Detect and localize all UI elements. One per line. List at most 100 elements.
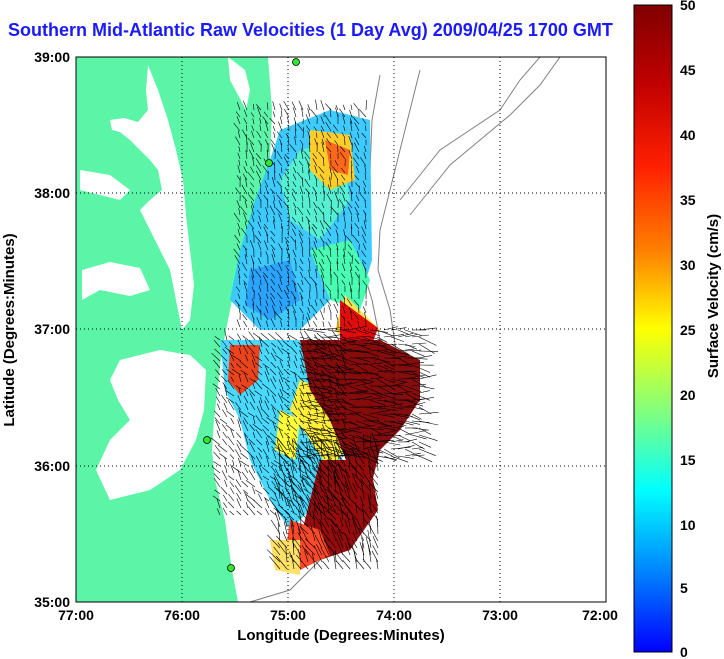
velocity-vector [341,434,355,442]
velocity-vector [343,485,347,495]
velocity-vector [314,174,318,181]
velocity-vector [313,483,323,500]
velocity-vector [339,517,344,528]
velocity-vector [369,343,386,347]
velocity-vector [251,130,255,139]
velocity-vector [315,454,323,472]
velocity-vector [251,359,256,369]
velocity-vector [223,502,228,509]
velocity-vector [361,226,367,237]
velocity-vector [390,426,404,429]
velocity-vector [345,200,353,209]
velocity-vector [320,442,323,458]
velocity-vector [339,456,347,467]
velocity-vector [245,339,249,348]
velocity-vector [241,471,249,481]
velocity-vector [237,222,241,230]
velocity-vector [282,472,288,486]
velocity-vector [247,412,256,418]
velocity-vector [222,424,228,432]
velocity-vector [294,208,297,216]
velocity-vector [237,339,242,348]
velocity-vector [245,160,248,167]
velocity-vector [376,559,379,570]
velocity-vector [245,502,249,509]
velocity-vector [306,317,311,328]
velocity-vector [295,507,309,521]
velocity-vector [343,421,347,432]
velocity-vector [362,180,367,188]
velocity-vector [222,438,228,446]
velocity-vector [273,491,281,507]
velocity-vector [306,439,327,443]
velocity-vector [273,132,276,139]
velocity-vector [362,406,383,410]
velocity-vector [255,455,263,467]
velocity-vector [369,436,372,451]
velocity-vector [339,502,344,521]
velocity-vector [288,438,291,446]
velocity-vector [304,477,316,493]
velocity-vector [299,357,312,365]
velocity-vector [289,144,297,153]
velocity-vector [255,489,263,495]
velocity-vector [256,104,262,111]
velocity-vector [266,481,270,488]
velocity-vector [226,410,235,418]
velocity-vector [347,206,353,216]
velocity-vector [297,515,309,528]
velocity-vector [336,248,339,258]
velocity-vector [404,452,421,457]
velocity-vector [342,104,346,111]
velocity-vector [288,423,298,432]
velocity-vector [235,385,242,390]
velocity-vector [275,207,283,216]
velocity-vector [316,443,326,453]
velocity-vector [217,403,221,411]
velocity-vector [250,112,255,118]
velocity-vector [277,262,283,272]
velocity-vector [327,184,332,195]
velocity-vector [341,371,362,375]
velocity-vector [248,438,256,446]
velocity-vector [335,394,340,404]
velocity-vector [353,157,360,167]
velocity-vector [376,413,394,418]
colorbar-tick-label: 45 [680,62,696,78]
velocity-vector [418,336,437,346]
velocity-vector [292,497,302,507]
velocity-vector [307,169,311,181]
velocity-vector [258,285,262,293]
velocity-vector [290,463,295,479]
velocity-vector [242,335,249,341]
velocity-vector [253,103,255,111]
velocity-vector [354,142,360,153]
velocity-vector [272,101,276,111]
velocity-vector [367,529,372,549]
velocity-vector [237,264,241,272]
velocity-vector [284,516,288,528]
velocity-vector [269,368,277,376]
velocity-vector [411,364,431,373]
velocity-vector [356,518,365,535]
velocity-vector [243,100,248,111]
velocity-vector [341,448,354,454]
velocity-vector [233,122,241,132]
velocity-vector [362,342,378,345]
velocity-vector [297,456,302,472]
y-tick-label: 35:00 [34,594,70,610]
velocity-vector [313,432,335,436]
velocity-vector [326,254,332,265]
velocity-vector [341,280,346,286]
velocity-vector [300,242,304,251]
velocity-vector [213,410,221,418]
velocity-vector [321,141,325,153]
velocity-vector [372,545,379,556]
velocity-vector [230,464,235,474]
velocity-vector [361,250,367,258]
velocity-vector [293,437,298,446]
velocity-vector [368,465,372,479]
velocity-vector [353,299,360,307]
velocity-vector [243,432,249,439]
velocity-vector [418,441,432,448]
